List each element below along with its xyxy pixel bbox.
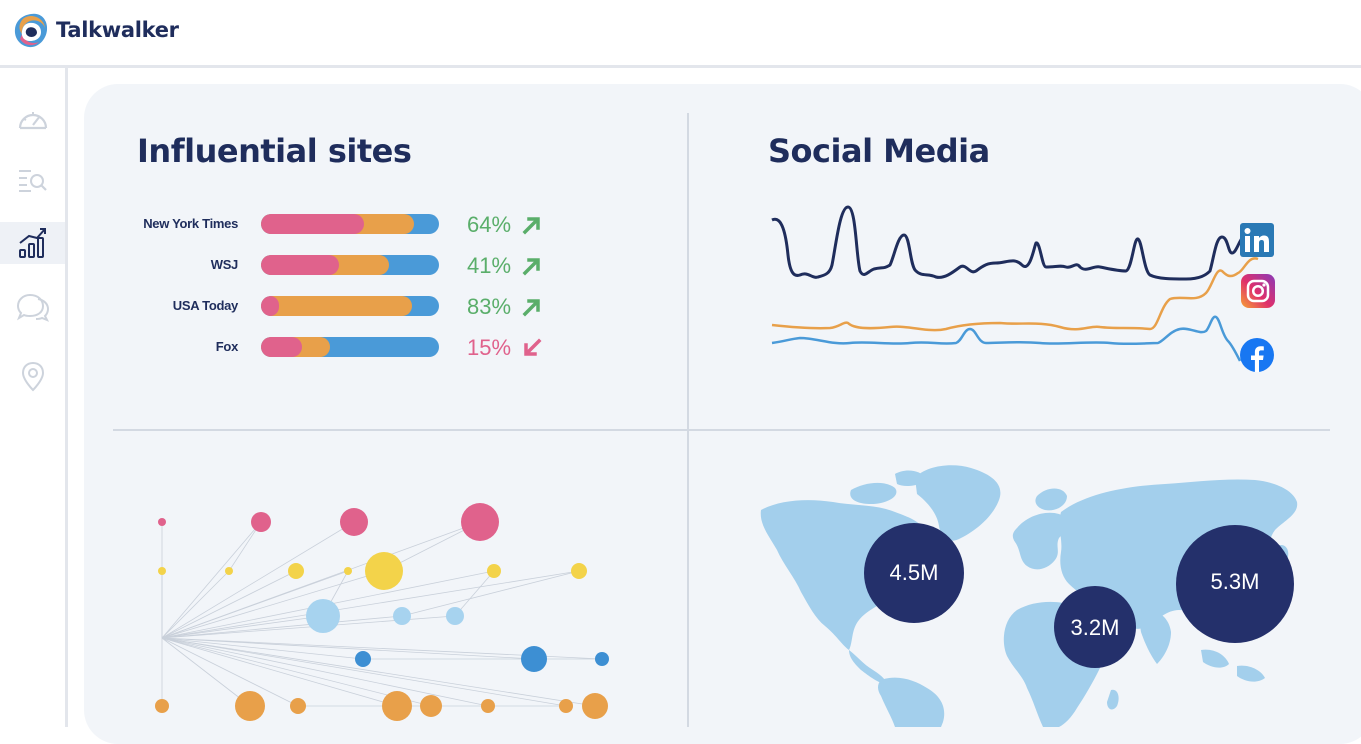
site-row[interactable]: New York Times 64% [120, 212, 560, 237]
network-node[interactable] [420, 695, 442, 717]
site-row[interactable]: WSJ 41% [120, 253, 560, 278]
linkedin-logo[interactable] [1239, 222, 1275, 258]
map-bubbles [864, 523, 1294, 668]
network-node[interactable] [446, 607, 464, 625]
region-bubble-africa[interactable] [1054, 586, 1136, 668]
sentiment-bar [261, 214, 439, 234]
linkedin-icon [1240, 223, 1274, 257]
site-row[interactable]: Fox 15% [120, 335, 560, 360]
percent-value: 64% [467, 212, 512, 237]
bar-segment-orange [261, 296, 412, 316]
trend-up-icon [522, 217, 540, 235]
vertical-divider [687, 113, 689, 727]
location-pin-icon [21, 361, 44, 392]
top-bar: Talkwalker [0, 0, 1361, 68]
talkwalker-logo-icon [14, 13, 48, 48]
influencer-network-graph [155, 503, 609, 721]
trend-up-icon [522, 299, 540, 317]
site-label: New York Times [143, 216, 238, 231]
network-node[interactable] [225, 567, 233, 575]
bubble-label: 5.3M [1210, 569, 1260, 594]
sentiment-bar [261, 296, 439, 316]
bubble-label: 3.2M [1070, 615, 1120, 640]
bar-segment-pink [261, 214, 364, 234]
network-node[interactable] [235, 691, 265, 721]
site-label: WSJ [210, 257, 239, 272]
network-node[interactable] [481, 699, 495, 713]
network-node[interactable] [521, 646, 547, 672]
network-node[interactable] [559, 699, 573, 713]
facebook-logo[interactable] [1239, 337, 1275, 373]
network-node[interactable] [344, 567, 352, 575]
sentiment-bar [261, 337, 439, 357]
network-node[interactable] [582, 693, 608, 719]
percent-value: 41% [467, 253, 512, 278]
chat-bubbles-icon [16, 293, 49, 322]
talkwalker-logo[interactable]: Talkwalker [12, 10, 179, 50]
sidebar-item-search[interactable] [0, 159, 65, 201]
search-list-icon [18, 170, 47, 192]
network-node[interactable] [487, 564, 501, 578]
facebook-trend-line [771, 315, 1242, 362]
network-node[interactable] [290, 698, 306, 714]
trend-up-icon [522, 258, 540, 276]
site-label: Fox [215, 339, 239, 354]
horizontal-divider [113, 429, 1330, 431]
speedometer-icon [18, 112, 47, 130]
sentiment-bar [261, 255, 439, 275]
region-bubble-asia[interactable] [1176, 525, 1294, 643]
bar-segment-pink [261, 296, 279, 316]
network-node[interactable] [340, 508, 368, 536]
instagram-logo[interactable] [1240, 273, 1276, 309]
brand-name: Talkwalker [56, 18, 179, 42]
network-node[interactable] [382, 691, 412, 721]
social-media-trend-chart [771, 205, 1259, 362]
network-edges [161, 521, 603, 707]
sidebar-item-locations[interactable] [0, 355, 65, 397]
network-node[interactable] [571, 563, 587, 579]
network-node[interactable] [155, 699, 169, 713]
network-node[interactable] [393, 607, 411, 625]
network-node[interactable] [158, 518, 166, 526]
network-node[interactable] [288, 563, 304, 579]
bubble-label: 4.5M [889, 560, 939, 585]
network-nodes [155, 503, 609, 721]
sidebar [0, 68, 68, 727]
linkedin-trend-line [771, 205, 1246, 281]
facebook-icon [1240, 338, 1274, 372]
sidebar-item-dashboard[interactable] [0, 98, 65, 140]
instagram-icon [1241, 274, 1275, 308]
arrow-down-left [524, 338, 542, 356]
sidebar-item-analytics[interactable] [0, 222, 65, 264]
analytics-chart-icon [18, 228, 46, 258]
site-row[interactable]: USA Today 83% [120, 294, 560, 319]
site-label: USA Today [172, 298, 239, 313]
arrow-up-right [522, 299, 540, 317]
trend-down-icon [524, 338, 542, 356]
social-media-title: Social Media [768, 132, 990, 170]
instagram-trend-line [771, 257, 1259, 332]
arrow-up-right [522, 258, 540, 276]
network-node[interactable] [251, 512, 271, 532]
bar-segment-pink [261, 337, 302, 357]
influential-sites-title: Influential sites [137, 132, 412, 170]
sidebar-item-conversations[interactable] [0, 286, 65, 328]
network-node[interactable] [355, 651, 371, 667]
network-node[interactable] [306, 599, 340, 633]
network-node[interactable] [461, 503, 499, 541]
percent-value: 15% [467, 335, 512, 360]
bar-segment-pink [261, 255, 339, 275]
world-map [760, 465, 1298, 727]
region-bubble-north-america[interactable] [864, 523, 964, 623]
percent-value: 83% [467, 294, 512, 319]
network-node[interactable] [595, 652, 609, 666]
network-node[interactable] [365, 552, 403, 590]
network-node[interactable] [158, 567, 166, 575]
arrow-up-right [522, 217, 540, 235]
